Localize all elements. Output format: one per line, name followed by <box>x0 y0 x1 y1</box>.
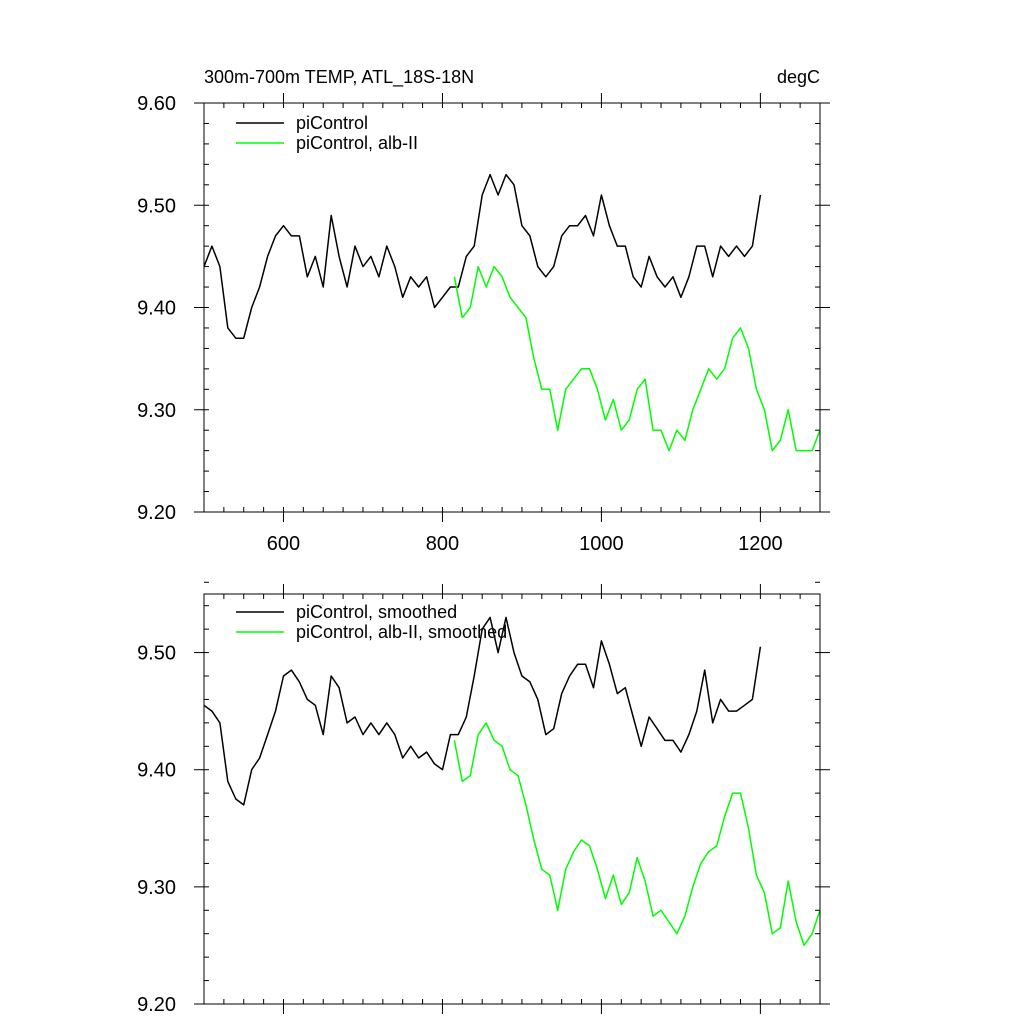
x-tick-label: 600 <box>267 533 300 555</box>
bottom-panel-series <box>203 616 821 947</box>
legend-label-picontrol-smoothed: piControl, smoothed <box>296 602 457 622</box>
top-panel-frame <box>203 102 821 513</box>
y-tick-label: 9.50 <box>137 643 176 665</box>
series-line-alb-ii <box>453 265 821 452</box>
y-tick-label: 9.20 <box>137 502 176 524</box>
x-tick-label: 1000 <box>579 533 624 555</box>
x-tick-label: 1200 <box>738 533 783 555</box>
y-tick-label: 9.50 <box>137 195 176 217</box>
series-line-picontrol <box>203 616 762 806</box>
units-label: degC <box>777 67 820 87</box>
top-panel-series <box>203 173 821 452</box>
top-legend: piControl piControl, alb-II <box>236 113 418 153</box>
bottom-panel-frame <box>203 593 821 1005</box>
y-tick-label: 9.60 <box>137 93 176 115</box>
y-tick-label: 9.20 <box>137 994 176 1016</box>
chart-title: 300m-700m TEMP, ATL_18S-18N <box>204 67 474 88</box>
y-tick-label: 9.30 <box>137 877 176 899</box>
x-tick-label: 800 <box>426 533 459 555</box>
top-panel: 300m-700m TEMP, ATL_18S-18N degC 600 800 1… <box>137 67 830 555</box>
y-tick-label: 9.40 <box>137 760 176 782</box>
bottom-panel: 9.20 9.30 9.40 9.50 piControl, smoothed piC… <box>137 581 830 1016</box>
legend-label-picontrol: piControl <box>296 113 368 133</box>
top-panel-ticks: 600 800 1000 1200 9.20 9.30 9.40 9.50 9.60 <box>137 93 830 555</box>
legend-label-alb: piControl, alb-II <box>296 133 418 153</box>
bottom-panel-ticks: 9.20 9.30 9.40 9.50 <box>137 581 830 1016</box>
y-tick-label: 9.40 <box>137 298 176 320</box>
series-line-alb-ii <box>453 722 821 947</box>
y-tick-label: 9.30 <box>137 400 176 422</box>
bottom-legend: piControl, smoothed piControl, alb-II, s… <box>236 602 507 642</box>
series-line-picontrol <box>203 173 762 339</box>
legend-label-alb-smoothed: piControl, alb-II, smoothed <box>296 622 507 642</box>
